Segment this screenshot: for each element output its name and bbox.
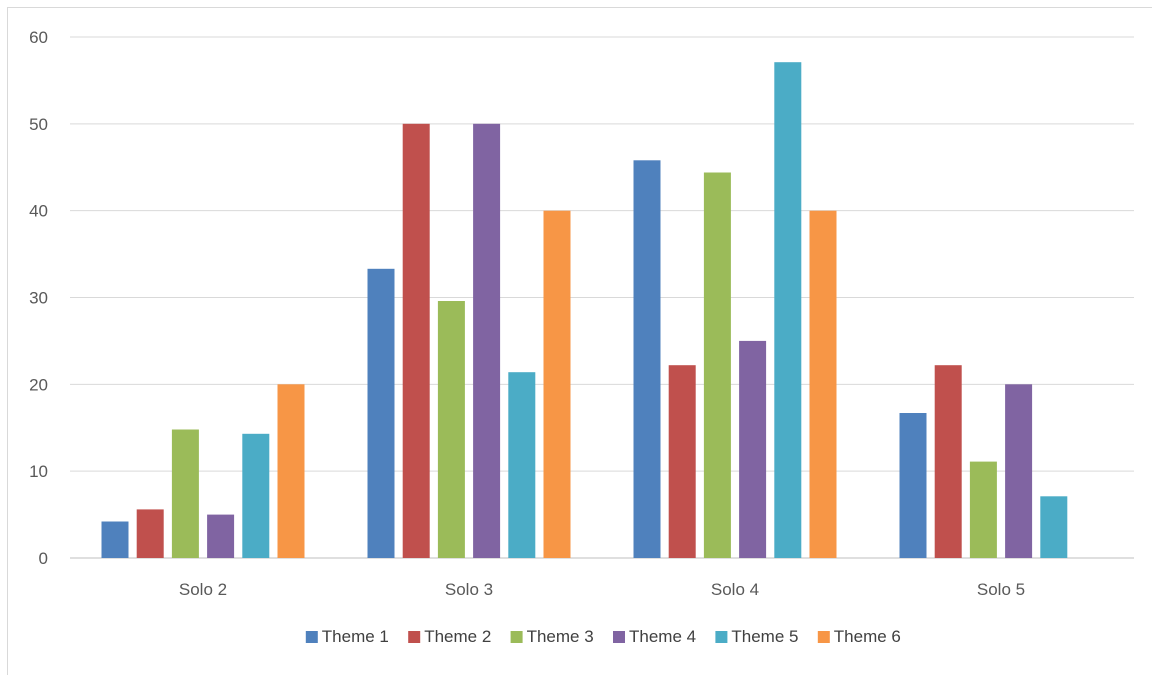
bar	[703, 172, 731, 558]
bar	[774, 62, 802, 558]
bar	[277, 384, 305, 558]
legend-swatch	[408, 631, 421, 643]
bar	[136, 509, 164, 558]
bar	[171, 429, 199, 558]
bars	[101, 62, 1068, 559]
y-tick-label: 50	[29, 115, 48, 134]
bar	[437, 301, 465, 558]
legend-swatch	[613, 631, 625, 643]
y-tick-label: 30	[29, 289, 48, 308]
y-axis-tick-labels: 0 10 20 30 40 50 60	[29, 28, 48, 568]
legend-swatch	[305, 631, 318, 643]
bar	[668, 365, 696, 558]
bar	[402, 123, 430, 559]
y-tick-label: 0	[39, 549, 48, 568]
bar	[543, 210, 571, 558]
bar	[473, 123, 501, 559]
y-tick-label: 60	[29, 28, 48, 47]
bar	[367, 268, 395, 558]
legend-label: Theme 2	[424, 627, 491, 646]
chart-area-border	[7, 7, 1152, 675]
bar	[1005, 384, 1033, 558]
legend-label: Theme 3	[527, 627, 594, 646]
bar	[739, 340, 767, 558]
y-tick-label: 10	[29, 462, 48, 481]
legend-swatch	[817, 631, 830, 643]
x-category-label: Solo 5	[977, 580, 1025, 599]
legend-swatch	[715, 631, 728, 643]
legend-label: Theme 5	[731, 627, 798, 646]
bar	[207, 514, 235, 558]
y-tick-label: 40	[29, 202, 48, 221]
x-category-label: Solo 3	[445, 580, 493, 599]
legend-label: Theme 6	[834, 627, 901, 646]
bar	[934, 365, 962, 558]
bar	[899, 413, 927, 558]
x-category-label: Solo 2	[179, 580, 227, 599]
legend-swatch	[510, 631, 523, 643]
bar	[1040, 496, 1068, 558]
bar	[809, 210, 837, 558]
bar	[242, 433, 270, 558]
legend-label: Theme 1	[322, 627, 389, 646]
legend-label: Theme 4	[629, 627, 696, 646]
x-category-label: Solo 4	[711, 580, 759, 599]
bar	[969, 461, 997, 558]
x-axis-category-labels: Solo 2 Solo 3 Solo 4 Solo 5	[179, 580, 1025, 599]
bar	[101, 521, 129, 558]
bar	[508, 372, 536, 558]
y-tick-label: 20	[29, 375, 48, 394]
legend: Theme 1 Theme 2 Theme 3 Theme 4 Theme 5 Theme…	[305, 627, 901, 646]
bar	[633, 160, 661, 559]
